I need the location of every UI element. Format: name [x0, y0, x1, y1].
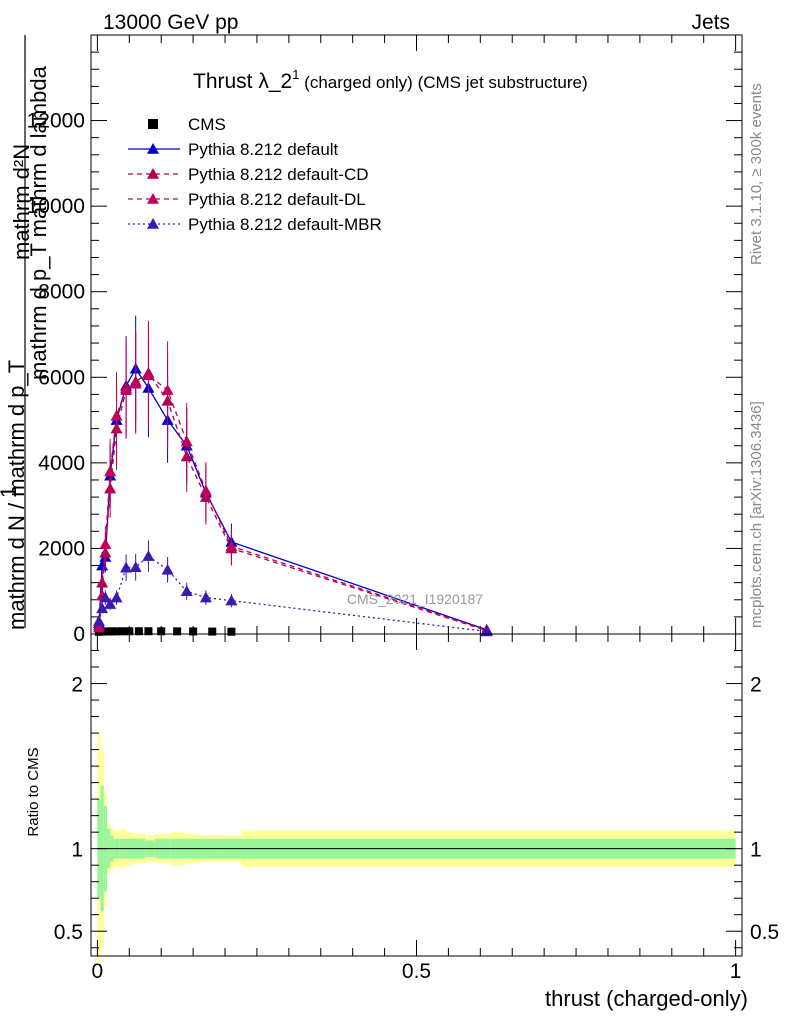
legend-marker — [147, 168, 159, 179]
cms-data-point — [144, 627, 153, 636]
series-point — [110, 591, 123, 603]
legend-entry: Pythia 8.212 default — [128, 140, 339, 159]
x-tick-label: 1 — [730, 960, 742, 983]
series-point — [99, 591, 112, 603]
series-1 — [92, 315, 493, 635]
legend-label: Pythia 8.212 default-CD — [188, 165, 369, 184]
series-point — [96, 576, 109, 588]
cms-data-point — [189, 627, 198, 636]
cms-data-point — [118, 627, 127, 636]
y-axis-title: mathrm d N / mathrm d p_T 1 mathrm d²N m… — [0, 35, 51, 630]
x-tick-label: 0.5 — [402, 960, 431, 983]
series-point — [225, 594, 238, 606]
series-point — [199, 591, 212, 603]
legend-label: Pythia 8.212 default-MBR — [188, 215, 382, 234]
series-point — [110, 409, 123, 421]
ratio-y-tick-label: 0.5 — [54, 921, 83, 944]
legend-entry: CMS — [148, 115, 226, 134]
series-point — [92, 621, 105, 633]
legend-label: CMS — [188, 115, 226, 134]
cms-data-point — [112, 627, 121, 636]
legend-label: Pythia 8.212 default — [188, 140, 339, 159]
x-axis-title: thrust (charged-only) — [545, 986, 748, 1011]
series-point — [120, 381, 133, 393]
legend-entry: Pythia 8.212 default-MBR — [128, 215, 382, 234]
ratio-y-axis-title: Ratio to CMS — [25, 747, 42, 836]
series-point — [161, 563, 174, 575]
series-point — [129, 377, 142, 389]
main-panel-ticks: 0 2000 4000 6000 8000 10000 12000 — [27, 35, 742, 646]
series-point — [225, 540, 238, 552]
mcplots-label: mcplots.cern.ch [arXiv:1306.3436] — [748, 401, 765, 628]
legend-marker — [147, 143, 159, 154]
y-tick-label: 10000 — [27, 195, 85, 218]
series-point — [142, 369, 155, 380]
ratio-panel: 0.5 0.5 1 1 2 2 0 0.5 1 — [54, 633, 779, 983]
series-point — [180, 585, 193, 597]
y-tick-label: 0 — [73, 623, 85, 646]
y-tick-label: 8000 — [38, 281, 85, 304]
analysis-watermark: CMS_2021_I1920187 — [347, 591, 483, 607]
series-point — [161, 384, 174, 395]
main-panel: 0 2000 4000 6000 8000 10000 12000 — [27, 34, 743, 646]
series-3 — [92, 323, 493, 635]
cms-data-point — [157, 627, 166, 636]
cms-data-point — [134, 627, 143, 636]
legend-label: Pythia 8.212 default-DL — [188, 190, 366, 209]
series-point — [92, 615, 105, 626]
cms-data-point — [173, 627, 182, 636]
cms-data-point — [125, 627, 134, 636]
series-point — [99, 538, 112, 549]
ratio-y-tick-label: 1 — [71, 839, 83, 862]
x-tick-label: 0 — [92, 960, 104, 983]
series-point — [120, 561, 133, 573]
series-point — [104, 598, 117, 609]
legend-marker — [148, 119, 158, 129]
cms-data-point — [107, 627, 116, 636]
ratio-y-tick-label-right: 1 — [750, 839, 762, 862]
y-tick-label: 4000 — [38, 452, 85, 475]
series-point — [180, 435, 193, 447]
ratio-y-tick-label-right: 2 — [750, 674, 762, 697]
y-axis-title-numerator-2: mathrm d p_T mathrm d lambda — [26, 65, 51, 380]
main-panel-series — [92, 315, 493, 637]
cms-data-point — [208, 627, 217, 636]
plot-title: Thrust λ_21 (charged only) (CMS jet subs… — [193, 67, 588, 93]
header-right: Jets — [691, 11, 730, 34]
ratio-y-tick-label: 2 — [71, 674, 83, 697]
y-tick-label: 12000 — [27, 110, 85, 133]
series-point — [199, 484, 212, 496]
header-left: 13000 GeV pp — [103, 11, 238, 34]
legend-entry: Pythia 8.212 default-DL — [128, 190, 366, 209]
y-axis-title-one: 1 — [0, 486, 21, 498]
y-axis-title-numerator-1: mathrm d²N — [9, 144, 34, 260]
series-2 — [92, 320, 493, 636]
y-tick-label: 6000 — [38, 366, 85, 389]
y-tick-label: 2000 — [38, 537, 85, 560]
series-0 — [94, 627, 236, 636]
series-4 — [92, 540, 493, 637]
legend-marker — [147, 218, 159, 229]
legend-entry: Pythia 8.212 default-CD — [128, 165, 369, 184]
ratio-y-tick-label-right: 0.5 — [750, 921, 779, 944]
ratio-panel-frame — [90, 633, 743, 957]
series-point — [129, 561, 142, 573]
legend-marker — [147, 193, 159, 204]
rivet-version-label: Rivet 3.1.10, ≥ 300k events — [748, 83, 765, 265]
ratio-panel-ticks: 0.5 0.5 1 1 2 2 0 0.5 1 — [54, 634, 779, 983]
cms-data-point — [227, 627, 236, 636]
series-point — [142, 550, 155, 561]
series-point — [96, 602, 109, 614]
legend: CMS Pythia 8.212 default Pythia 8.212 defa… — [128, 115, 382, 234]
series-point — [104, 465, 117, 477]
